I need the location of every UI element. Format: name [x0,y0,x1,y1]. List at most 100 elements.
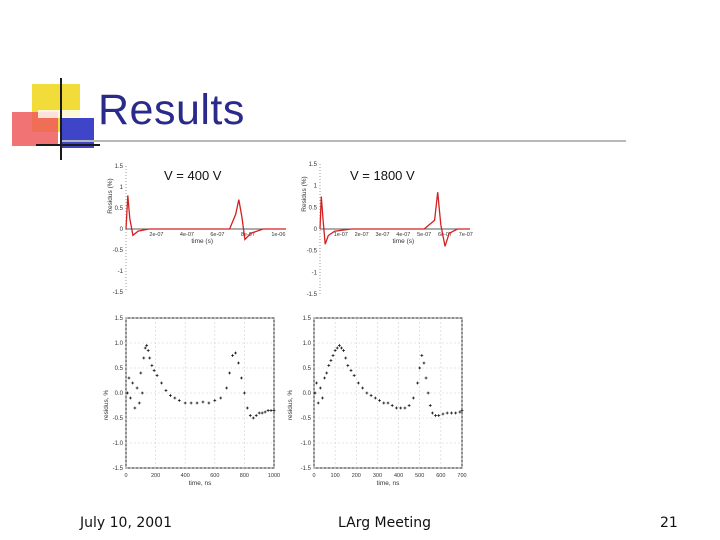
data-point [426,391,430,395]
x-tick-label: 2e-07 [355,232,369,238]
data-point [164,389,168,392]
x-tick-label: 4e-07 [396,232,410,238]
data-point [369,394,373,397]
data-point [422,361,426,365]
data-point [407,404,411,407]
x-tick-label: 5e-07 [417,232,431,238]
data-point [145,344,149,347]
x-tick-label: 400 [394,473,403,479]
series-line [125,195,286,241]
deco-blue-square [60,118,94,148]
data-point [126,391,129,395]
data-point [272,409,276,412]
footer-page-number: 21 [660,515,678,531]
data-point [346,364,350,367]
x-tick-label: 200 [352,473,361,479]
data-point [321,396,324,400]
data-point [445,411,449,415]
data-point [225,386,229,390]
data-point [337,344,341,347]
x-tick-label: 3e-07 [375,232,389,238]
y-tick-label: -1 [312,270,318,276]
data-point [169,394,172,397]
data-point [237,361,240,365]
left-voltage-label: V = 400 V [164,168,222,183]
data-point [416,381,419,385]
y-tick-label: 0.0 [115,391,124,397]
chart-bottom-right: 1.5 1.0 0.5 0.0 -0.5 -1.0 -1.50 100 200 300 400 500… [287,316,467,487]
data-point [361,386,365,390]
x-tick-label: 500 [415,473,424,479]
data-point [352,374,356,377]
y-tick-label: 0.5 [303,366,312,372]
x-tick-label: 7e-07 [459,232,473,238]
footer-meeting: LArg Meeting [338,515,431,531]
x-tick-label: 600 [436,473,445,479]
series-line [319,192,470,247]
data-point [431,411,434,415]
y-tick-label: 0 [314,227,318,233]
data-point [137,401,141,405]
chart-bottom-left: 1.5 1.0 0.5 0.0 -0.5 -1.0 -1.50 200 400 600 800 100… [103,316,280,487]
data-point [269,409,273,412]
data-point [142,356,146,360]
chart-top-right: 1.5 1 0.5 0 -0.5 -1 -1.5 1e-07 2e-07 3e-07 4e-07 5e… [301,162,473,298]
data-point [150,364,154,367]
x-tick-label: 1000 [268,473,280,479]
y-tick-label: -1.5 [113,290,124,296]
footer-date: July 10, 2001 [80,515,172,531]
right-voltage-label: V = 1800 V [350,168,415,183]
data-point [434,414,437,417]
y-tick-label: 1.0 [303,341,312,347]
data-point [373,396,377,400]
data-point [195,401,199,405]
y-tick-label: 0.0 [303,391,312,397]
data-point [460,409,464,412]
y-tick-label: 1.5 [115,164,124,170]
data-point [390,404,394,407]
x-tick-label: 800 [240,473,249,479]
data-point [365,391,369,395]
data-point [240,376,243,380]
data-point [243,391,246,395]
data-point [133,406,137,410]
x-tick-label: 8e-07 [241,232,255,238]
data-point [424,376,428,380]
x-tick-label: 300 [373,473,382,479]
page-title: Results [98,86,245,134]
data-point [177,399,181,402]
data-point [266,409,270,412]
data-point [234,351,237,355]
data-point [344,356,348,360]
data-point [251,416,255,420]
y-tick-label: -0.5 [301,416,312,422]
chart-top-left: 1.5 1 0.5 0 -0.5 -1 -1.5 2e-07 4e-07 6e-07 8e-07 1e… [107,164,286,296]
data-point [340,346,343,350]
data-point [140,391,144,395]
data-point [146,349,150,352]
y-tick-label: 0.5 [309,205,318,211]
x-tick-label: 4e-07 [180,232,194,238]
data-point [418,366,422,370]
data-point [139,371,143,375]
data-point [382,401,386,405]
data-point [257,411,261,415]
y-axis-label: Residus (%) [301,176,308,211]
data-point [228,371,231,375]
data-point [335,346,339,350]
y-axis-label: residus, % [287,390,294,421]
data-point [323,376,326,380]
x-tick-label: 1e-07 [334,232,348,238]
y-axis-label: residus, % [103,390,110,421]
x-tick-label: 2e-07 [149,232,163,238]
x-axis-label: time, ns [377,480,401,487]
x-tick-label: 200 [151,473,160,479]
data-point [129,396,132,400]
data-point [399,406,403,410]
data-point [318,386,322,390]
data-point [316,401,320,405]
data-point [437,414,441,417]
y-tick-label: -1.5 [307,292,318,298]
data-point [135,386,139,390]
x-axis-label: time (s) [191,238,213,245]
